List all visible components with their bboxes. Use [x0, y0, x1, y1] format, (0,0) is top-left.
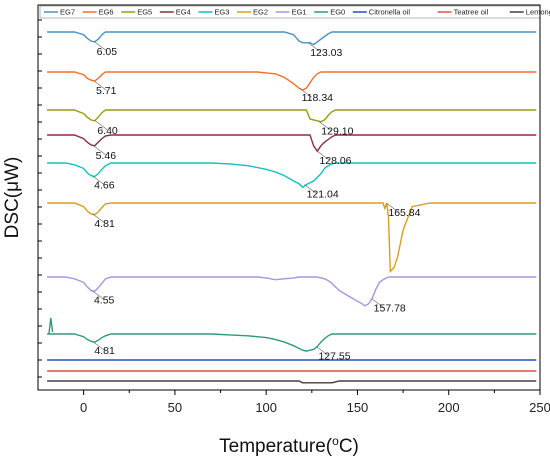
peak-leader-line: [91, 290, 105, 300]
peak-leader-line: [386, 202, 399, 213]
legend-entry: Teatree oil: [454, 8, 489, 17]
peak-label: 118.34: [302, 92, 333, 104]
peak-leader-line: [308, 42, 321, 53]
x-tick-label: 0: [80, 400, 87, 415]
peak-label: 6.40: [97, 125, 118, 137]
peak-label: 127.55: [318, 351, 350, 363]
peak-leader-line: [371, 298, 384, 308]
legend: EG7 EG6 EG5 EG4 EG3 EG2 EG1 EG0 Citronella oil Te…: [39, 5, 550, 19]
series-layer: [47, 31, 537, 384]
peak-label: 5.46: [96, 150, 117, 162]
peak-leader-line: [93, 80, 107, 91]
legend-entry: EG6: [99, 8, 114, 17]
series-line-eg5: [47, 109, 537, 123]
peak-leader-line: [317, 150, 330, 161]
peak-leader-line: [95, 120, 108, 131]
series-line-eg2: [47, 202, 537, 274]
legend-entry: EG2: [253, 8, 268, 17]
peak-leader-line: [92, 340, 105, 351]
peak-label: 5.71: [96, 85, 117, 97]
legend-entry: EG1: [292, 8, 307, 17]
legend-entry: EG5: [137, 8, 152, 17]
x-tick-label: 100: [255, 400, 277, 415]
series-line-eg6: [47, 71, 537, 91]
legend-entry: EG3: [214, 8, 229, 17]
plot-frame: [37, 4, 541, 391]
x-tick-label: 250: [529, 400, 550, 415]
legend-entry: Lemongrass oil: [526, 8, 550, 17]
legend-entry: EG0: [330, 8, 345, 17]
series-line-eg0-spike: [48, 317, 54, 335]
peak-leader-line: [304, 184, 317, 194]
series-line-eg3: [47, 162, 537, 189]
peak-leader-line: [93, 145, 106, 156]
series-line-eg4: [47, 134, 537, 153]
peak-labels: 6.05 123.03 5.71 118.34 6.40 129.10 5.46 128.06…: [91, 41, 421, 363]
peak-leader-line: [91, 175, 105, 185]
series-line-eg7: [47, 31, 537, 46]
legend-entry: Citronella oil: [369, 8, 411, 17]
peak-label: 129.10: [321, 126, 353, 138]
x-tick-label: 50: [168, 400, 182, 415]
series-line-eg1: [47, 276, 537, 307]
peak-label: 4.81: [94, 345, 115, 357]
peak-leader-line: [94, 41, 107, 52]
x-tick-label: 200: [438, 400, 460, 415]
series-line-lemongrass-oil: [47, 380, 537, 384]
peak-label: 121.04: [307, 189, 339, 201]
peak-leader-line: [92, 213, 105, 224]
series-line-eg0: [47, 333, 537, 352]
axes: 0 50 100 150 200 250: [37, 4, 550, 415]
peak-label: 157.78: [374, 303, 406, 315]
peak-label: 123.03: [310, 47, 342, 59]
peak-label: 4.66: [94, 180, 115, 192]
legend-entry: EG7: [60, 8, 75, 17]
peak-label: 165.84: [388, 207, 420, 219]
peak-label: 4.55: [94, 295, 115, 307]
peak-label: 128.06: [319, 155, 351, 167]
peak-label: 4.81: [94, 218, 115, 230]
peak-leader-line: [316, 346, 329, 356]
legend-entry: EG4: [176, 8, 191, 17]
peak-label: 6.05: [97, 46, 118, 58]
peak-leader-line: [319, 121, 332, 131]
x-tick-label: 150: [347, 400, 369, 415]
y-axis-title: DSC(μW): [2, 157, 23, 239]
x-axis-title: Temperature(oC): [219, 434, 359, 457]
peak-leader-line: [299, 87, 312, 98]
